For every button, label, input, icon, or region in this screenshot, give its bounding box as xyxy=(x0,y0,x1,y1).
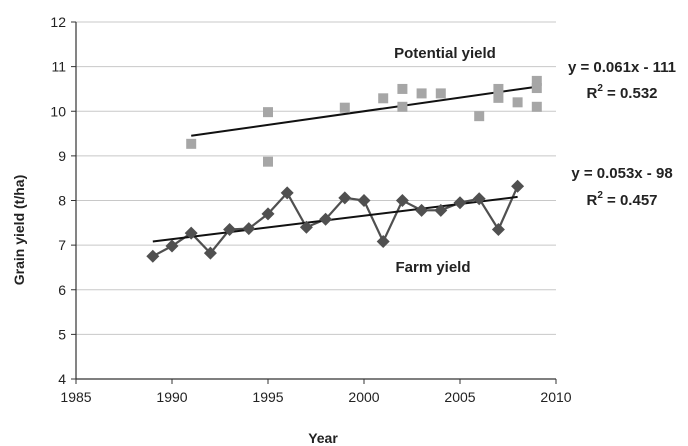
data-point-potential-yield xyxy=(493,92,504,103)
data-point-potential-yield xyxy=(186,138,197,149)
data-point-farm-yield xyxy=(184,226,198,240)
data-point-farm-yield xyxy=(453,196,467,210)
data-point-farm-yield xyxy=(146,249,160,263)
series-label-farm-yield: Farm yield xyxy=(395,259,470,276)
data-point-farm-yield xyxy=(242,222,256,236)
data-point-potential-yield xyxy=(531,83,542,94)
tick-labels: 4 5 6 7 8 9 10 11 12 1985 1990 1995 2000 2005 2010 xyxy=(50,14,571,405)
trend-line-potential-yield xyxy=(191,85,537,137)
trend-r2-farm: R2 = 0.457 xyxy=(586,190,657,209)
data-point-farm-yield xyxy=(165,239,179,253)
y-tick-label: 12 xyxy=(50,14,66,30)
data-point-farm-yield xyxy=(357,194,371,207)
x-tick-label: 2000 xyxy=(348,389,379,405)
data-point-potential-yield xyxy=(531,75,542,86)
data-point-potential-yield xyxy=(397,101,408,112)
data-point-farm-yield xyxy=(280,186,294,200)
trend-r2-potential: R2 = 0.532 xyxy=(586,83,657,102)
data-point-farm-yield xyxy=(203,246,217,260)
trend-equation-farm: y = 0.053x - 98 xyxy=(571,165,672,182)
data-point-potential-yield xyxy=(397,83,408,94)
data-point-potential-yield xyxy=(263,107,273,118)
data-point-potential-yield xyxy=(263,156,273,167)
data-point-farm-yield xyxy=(299,220,313,234)
x-tick-label: 2005 xyxy=(444,389,475,405)
data-point-farm-yield xyxy=(376,235,390,249)
series-line-farm-yield xyxy=(152,185,519,258)
data-point-potential-yield xyxy=(339,102,350,113)
y-tick-label: 5 xyxy=(58,326,66,342)
y-axis-title: Grain yield (t/ha) xyxy=(11,175,27,285)
data-point-potential-yield xyxy=(493,83,504,94)
data-point-farm-yield xyxy=(472,192,486,206)
data-point-potential-yield xyxy=(531,101,542,112)
data-point-potential-yield xyxy=(474,111,485,122)
y-tick-label: 10 xyxy=(50,103,66,119)
data-point-farm-yield xyxy=(491,223,505,237)
data-point-farm-yield xyxy=(434,203,448,217)
series-label-potential-yield: Potential yield xyxy=(394,45,496,62)
x-tick-label: 1995 xyxy=(252,389,283,405)
y-tick-label: 4 xyxy=(58,371,66,387)
gridlines xyxy=(76,21,556,335)
y-tick-label: 9 xyxy=(58,148,66,164)
trend-equation-potential: y = 0.061x - 111 xyxy=(568,59,676,76)
y-tick-label: 7 xyxy=(58,237,66,253)
data-point-farm-yield xyxy=(338,191,352,205)
data-point-farm-yield xyxy=(319,212,333,226)
y-tick-label: 8 xyxy=(58,193,66,209)
data-point-potential-yield xyxy=(378,93,389,104)
data-point-farm-yield xyxy=(511,179,525,193)
x-tick-label: 1985 xyxy=(60,389,91,405)
x-tick-label: 2010 xyxy=(540,389,571,405)
data-point-farm-yield xyxy=(261,207,275,221)
x-tick-label: 1990 xyxy=(156,389,187,405)
data-point-farm-yield xyxy=(415,203,429,217)
data-point-farm-yield xyxy=(223,223,237,237)
x-axis-title: Year xyxy=(308,430,338,446)
y-tick-label: 11 xyxy=(51,59,66,75)
data-point-farm-yield xyxy=(395,194,409,207)
series-layer xyxy=(146,75,542,263)
data-point-potential-yield xyxy=(416,88,427,99)
y-tick-label: 6 xyxy=(58,282,66,298)
data-point-potential-yield xyxy=(512,97,523,108)
data-point-potential-yield xyxy=(435,88,446,99)
axes xyxy=(71,21,557,384)
